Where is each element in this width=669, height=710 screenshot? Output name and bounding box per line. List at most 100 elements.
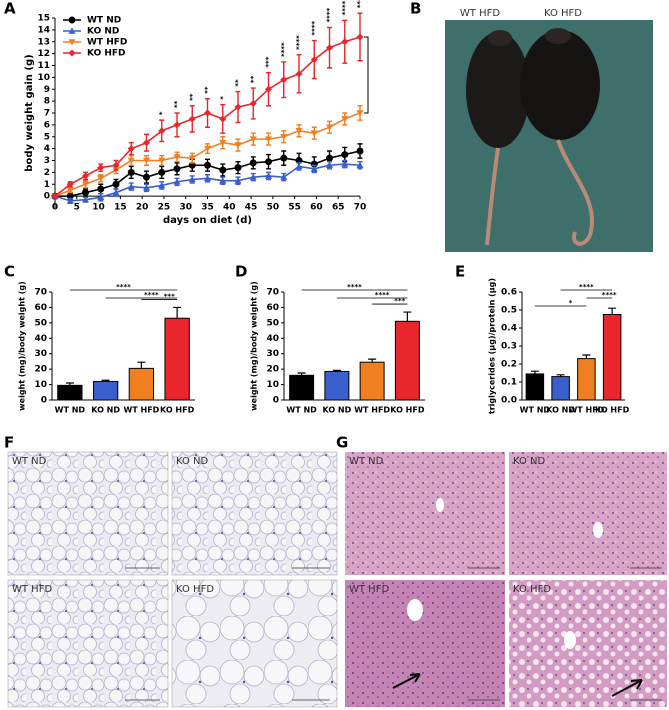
vessel (407, 599, 423, 621)
marker (204, 174, 211, 182)
y-tick-label: 30 (34, 349, 47, 359)
micrograph (7, 579, 169, 708)
micrograph (509, 580, 667, 707)
panel-letter: C (4, 263, 15, 281)
legend-label: WT ND (87, 16, 121, 26)
marker (82, 189, 89, 197)
y-tick-label: 4 (44, 144, 50, 154)
marker (66, 197, 74, 204)
significance: **** (341, 0, 349, 15)
marker (356, 161, 364, 169)
bar (289, 374, 315, 401)
marker (188, 115, 196, 123)
x-tick-label: 55 (288, 203, 301, 213)
x-tick-label: WT HFD (123, 406, 159, 415)
marker (234, 164, 242, 172)
error-bar (368, 358, 377, 363)
x-tick-label: KO HFD (390, 406, 425, 415)
vessel (564, 631, 576, 649)
bar (128, 367, 155, 401)
histology-adipose: WT ND KO ND WT HFD KO HFD (7, 451, 338, 708)
marker (341, 151, 349, 159)
bar (92, 380, 119, 401)
marker (97, 193, 105, 201)
x-tick-label: 0 (52, 203, 58, 213)
y-tick-label: 50 (34, 318, 47, 328)
y-axis-label: weight (mg)/body weight (g) (18, 281, 27, 410)
y-tick-label: 15 (37, 14, 50, 24)
marker (234, 103, 242, 111)
photo-label: KO HFD (544, 8, 582, 19)
panel-letter: A (4, 0, 16, 18)
marker (265, 172, 272, 179)
marker (356, 147, 364, 155)
mouse-tail (485, 147, 500, 246)
y-tick-label: 0.6 (501, 288, 517, 298)
x-axis-label: days on diet (d) (163, 215, 252, 226)
significance: ** (204, 86, 212, 94)
marker (112, 180, 120, 188)
x-tick-label: 60 (310, 203, 323, 213)
y-tick-label: 8 (44, 97, 50, 107)
error-bar (173, 306, 182, 319)
marker (97, 164, 105, 172)
significance: ** (173, 100, 181, 108)
micrograph (171, 579, 338, 708)
significance: **** (295, 35, 303, 50)
photo-label: WT HFD (460, 8, 500, 19)
marker (97, 185, 105, 193)
marker (204, 109, 211, 117)
comparison-label: *** (394, 297, 405, 305)
marker (204, 145, 211, 153)
marker (112, 161, 120, 169)
marker (356, 33, 364, 41)
comparison-label: **** (116, 283, 131, 291)
mouse (466, 32, 530, 148)
marker (234, 177, 242, 184)
mouse-ear (545, 28, 571, 44)
x-tick-label: 15 (114, 203, 127, 213)
significance: * (219, 96, 227, 100)
y-tick-label: 0.3 (501, 342, 517, 352)
bar (577, 358, 596, 401)
marker (173, 121, 181, 129)
error-bar (608, 307, 617, 315)
comparison-label: **** (375, 291, 390, 299)
y-tick-label: 0.5 (501, 306, 517, 316)
marker (68, 49, 76, 57)
x-tick-label: 25 (158, 203, 171, 213)
marker (265, 85, 272, 93)
y-tick-label: 13 (37, 37, 50, 47)
bar (602, 314, 622, 401)
mouse-ear (488, 30, 512, 46)
marker (66, 187, 74, 194)
significance: **** (356, 0, 364, 8)
marker (280, 133, 288, 141)
x-tick-label: 35 (201, 203, 214, 213)
marker (51, 192, 59, 200)
marker (112, 189, 120, 196)
marker (68, 27, 76, 34)
x-tick-label: 20 (136, 203, 149, 213)
image-label: KO ND (176, 456, 209, 467)
marker (82, 172, 89, 180)
marker (82, 196, 89, 203)
x-tick-label: WT HFD (354, 406, 390, 415)
y-tick-label: 6 (44, 120, 50, 130)
marker (127, 145, 135, 153)
panel-letter: D (235, 263, 247, 281)
y-tick-label: 10 (37, 73, 50, 83)
panel-letters: A B C D E F G (4, 0, 465, 452)
marker (127, 157, 135, 164)
x-tick-label: KO ND (322, 406, 351, 415)
x-tick-label: KO ND (91, 406, 120, 415)
marker (295, 162, 303, 170)
marker (173, 154, 181, 161)
y-tick-label: 60 (34, 303, 47, 313)
x-tick-label: KO HFD (160, 406, 195, 415)
marker (341, 116, 349, 123)
y-tick-label: 20 (34, 365, 47, 375)
error-bar (403, 311, 412, 322)
marker (341, 38, 349, 46)
